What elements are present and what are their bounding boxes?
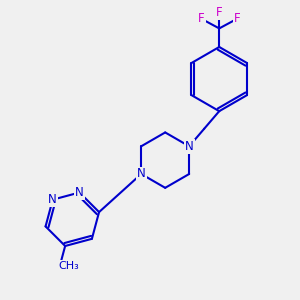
Text: F: F [198,13,205,26]
Text: F: F [216,6,223,19]
Text: CH₃: CH₃ [58,261,79,271]
Text: F: F [233,13,240,26]
Text: N: N [137,167,146,181]
Text: N: N [185,140,194,153]
Text: N: N [48,193,57,206]
Text: N: N [75,186,84,199]
